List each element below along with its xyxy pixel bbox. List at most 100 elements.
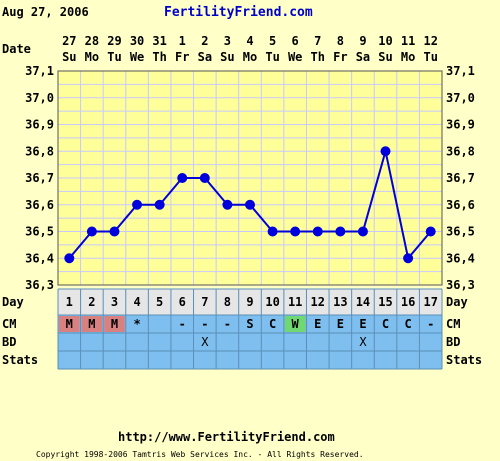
temperature-point: [335, 226, 346, 237]
cycle-day-number: 2: [88, 295, 95, 309]
cm-value: *: [133, 317, 140, 331]
y-tick-label-left: 36,7: [25, 171, 54, 185]
date-number: 29: [107, 34, 121, 48]
cycle-day-number: 16: [401, 295, 415, 309]
y-tick-label-right: 36,5: [446, 225, 475, 239]
temperature-point: [222, 199, 233, 210]
y-tick-label-left: 37,1: [25, 64, 54, 78]
chart-date: Aug 27, 2006: [2, 5, 89, 19]
y-tick-label-left: 36,5: [25, 225, 54, 239]
temperature-point: [199, 173, 210, 183]
temperature-point: [290, 226, 301, 237]
weekday-label: Tu: [265, 50, 279, 64]
y-tick-label-left: 36,6: [25, 198, 54, 212]
weekday-label: Su: [220, 50, 234, 64]
cycle-day-number: 12: [311, 295, 325, 309]
bd-value: X: [359, 335, 367, 349]
row-label-bd-left: BD: [2, 335, 16, 349]
y-tick-label-right: 36,9: [446, 118, 475, 132]
temperature-point: [267, 226, 278, 237]
date-number: 28: [85, 34, 99, 48]
date-number: 9: [359, 34, 366, 48]
cm-value: M: [88, 317, 95, 331]
cm-value: E: [314, 317, 321, 331]
temperature-point: [312, 226, 323, 237]
weekday-label: Tu: [423, 50, 437, 64]
y-tick-label-right: 37,1: [446, 64, 475, 78]
grid-border: [57, 70, 443, 286]
weekday-label: Su: [62, 50, 76, 64]
temperature-point: [109, 226, 120, 237]
cm-cell-highlight: [284, 316, 306, 332]
cm-value: -: [179, 317, 186, 331]
y-tick-label-right: 37,0: [446, 91, 475, 105]
cm-value: W: [292, 317, 300, 331]
date-number: 6: [292, 34, 299, 48]
cm-value: M: [66, 317, 73, 331]
cm-value: -: [224, 317, 231, 331]
y-tick-label-left: 36,4: [25, 251, 54, 265]
temperature-point: [64, 253, 75, 264]
cm-value: E: [359, 317, 366, 331]
cm-value: -: [201, 317, 208, 331]
date-number: 8: [337, 34, 344, 48]
cycle-day-number: 15: [378, 295, 392, 309]
cycle-day-number: 1: [66, 295, 73, 309]
date-row-label: Date: [2, 42, 31, 56]
cm-cell-highlight: [59, 316, 80, 332]
weekday-label: Tu: [107, 50, 121, 64]
y-tick-label-right: 36,6: [446, 198, 475, 212]
weekday-label: Th: [311, 50, 325, 64]
date-number: 7: [314, 34, 321, 48]
date-number: 3: [224, 34, 231, 48]
cycle-day-number: 8: [224, 295, 231, 309]
cycle-day-number: 14: [356, 295, 370, 309]
temperature-point: [154, 199, 165, 210]
y-tick-label-right: 36,4: [446, 251, 475, 265]
weekday-label: Fr: [333, 50, 347, 64]
cycle-day-number: 7: [201, 295, 208, 309]
footer-copyright: Copyright 1998-2006 Tamtris Web Services…: [36, 450, 364, 459]
temperature-point: [177, 173, 188, 183]
y-tick-label-left: 37,0: [25, 91, 54, 105]
y-tick-label-left: 36,9: [25, 118, 54, 132]
y-tick-label-left: 36,8: [25, 144, 54, 158]
y-tick-label-left: 36,3: [25, 278, 54, 292]
cycle-day-number: 11: [288, 295, 302, 309]
cm-value: S: [246, 317, 253, 331]
date-number: 10: [378, 34, 392, 48]
weekday-label: Fr: [175, 50, 189, 64]
y-tick-label-right: 36,3: [446, 278, 475, 292]
weekday-label: Sa: [198, 50, 212, 64]
date-number: 2: [201, 34, 208, 48]
date-number: 31: [152, 34, 166, 48]
temperature-point: [132, 199, 143, 210]
row-label-cm-left: CM: [2, 317, 16, 331]
cycle-day-number: 10: [265, 295, 279, 309]
cm-value: M: [111, 317, 118, 331]
weekday-label: Mo: [243, 50, 257, 64]
footer-url[interactable]: http://www.FertilityFriend.com: [118, 430, 335, 444]
row-label-cm-right: CM: [446, 317, 460, 331]
weekday-label: We: [288, 50, 302, 64]
date-number: 1: [179, 34, 186, 48]
cm-value: C: [382, 317, 389, 331]
weekday-label: Mo: [401, 50, 415, 64]
cycle-day-number: 9: [246, 295, 253, 309]
cycle-day-number: 6: [179, 295, 186, 309]
cm-value: C: [405, 317, 412, 331]
temperature-point: [245, 199, 255, 210]
weekday-label: Th: [152, 50, 166, 64]
cm-cell-highlight: [81, 316, 103, 332]
day-row-bg: [58, 289, 442, 315]
cycle-day-number: 4: [133, 295, 140, 309]
cycle-day-number: 3: [111, 295, 118, 309]
cm-value: -: [427, 317, 434, 331]
date-number: 5: [269, 34, 276, 48]
temperature-point: [403, 253, 414, 264]
row-label-stats-left: Stats: [2, 353, 38, 367]
row-label-day-left: Day: [2, 295, 24, 309]
row-label-bd-right: BD: [446, 335, 460, 349]
cm-value: E: [337, 317, 344, 331]
